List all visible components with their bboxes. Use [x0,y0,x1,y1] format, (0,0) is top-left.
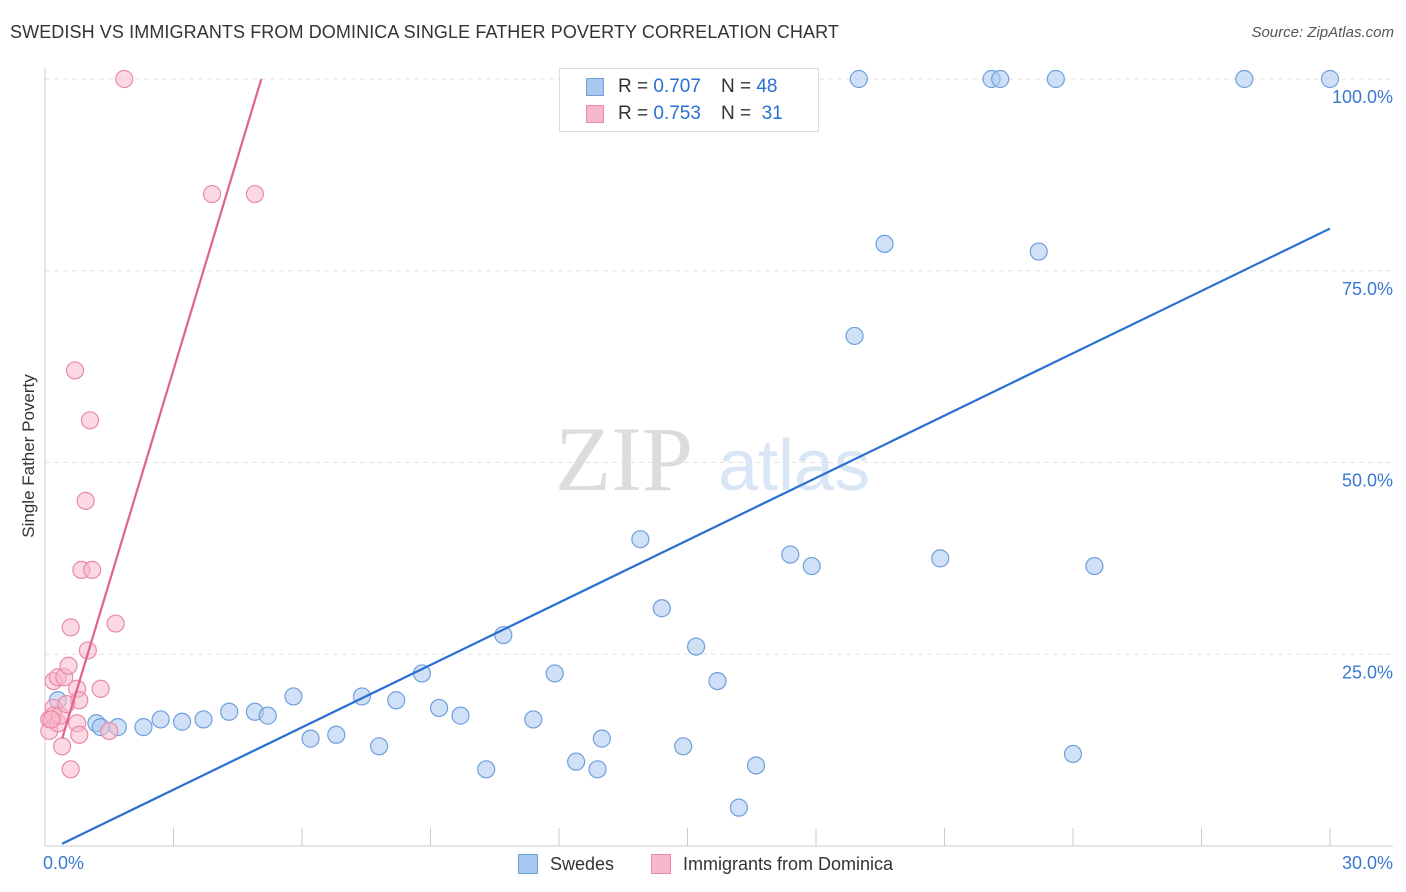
swedes-point [567,752,586,771]
x-tick-label: 0.0% [43,853,84,873]
legend-r-dominica: 0.753 [653,103,701,124]
dominica-point [76,491,95,510]
y-tick-label: 100.0% [1332,87,1393,107]
swedes-point [674,737,693,756]
tick-labels: 25.0% 50.0% 75.0% 100.0% 0.0% 30.0% [43,87,1393,873]
dominica-point [80,411,100,430]
swedes-point [1320,69,1340,89]
swedes-point [451,706,470,725]
dominica-point [100,721,119,741]
legend-n-label: N = [720,103,752,124]
dominica-point [115,69,134,89]
dominica-point [245,184,264,204]
swedes-point [588,760,607,779]
bottom-legend-dominica: Immigrants from Dominica [651,852,893,876]
legend-r-label: R = [618,103,649,124]
swedes-point [686,637,706,656]
dominica-point [202,184,222,204]
swedes-point [746,756,766,775]
swedes-point [220,702,239,721]
y-tick-label: 50.0% [1342,471,1393,491]
dominica-point [65,361,85,380]
swedes-point [1046,69,1065,89]
legend-r-swedes: 0.707 [653,76,701,97]
dominica-point [106,614,125,633]
dominica-point [91,679,110,698]
swedes-point [412,664,432,683]
y-tick-label: 75.0% [1342,279,1393,299]
watermark-atlas: atlas [718,426,870,506]
swedes-point [875,234,894,254]
source-credit: Source: ZipAtlas.com [1251,24,1394,41]
swedes-point [652,599,671,618]
series-swedes-points [48,69,1340,817]
dominica-point [59,656,78,675]
swedes-point [931,549,950,568]
legend-r-label: R = [618,76,649,97]
trend-line-swedes [61,227,1331,845]
legend-row-dominica: R = 0.753 N = 31 [586,102,783,126]
trend-line-dominica [61,78,263,739]
bottom-legend-label-dominica: Immigrants from Dominica [683,853,894,874]
legend-swatch-dominica [586,105,604,123]
bottom-legend-swatch-dominica [651,854,671,874]
bottom-legend-label-swedes: Swedes [550,853,615,874]
dominica-point [42,710,61,729]
correlation-legend: R = 0.707 N = 48 R = 0.753 N = 31 [559,68,819,132]
swedes-point [1029,242,1048,261]
bottom-legend-swedes: Swedes [518,852,614,876]
swedes-point [258,706,277,725]
swedes-point [991,69,1010,89]
series-dominica-points [40,69,264,779]
swedes-point [781,545,800,564]
swedes-point [327,725,346,744]
dominica-point [83,560,102,579]
dominica-point [61,760,80,779]
trend-lines [61,78,1331,845]
swedes-point [301,729,320,748]
legend-swatch-swedes [586,78,604,96]
swedes-point [172,712,192,731]
swedes-point [429,698,449,718]
y-tick-label: 25.0% [1342,662,1393,682]
swedes-point [849,69,868,89]
swedes-point [1063,744,1083,764]
legend-n-label: N = [720,76,752,97]
swedes-point [845,326,864,346]
swedes-point [134,718,153,737]
swedes-point [194,710,213,729]
swedes-point [151,710,170,729]
dominica-point [53,737,72,756]
swedes-point [545,664,564,683]
grid-lines [45,78,1393,655]
dominica-point [70,725,89,744]
dominica-point [61,618,80,637]
swedes-point [802,556,821,576]
legend-n-swedes: 48 [756,76,778,97]
chart-title: SWEDISH VS IMMIGRANTS FROM DOMINICA SING… [10,22,839,42]
watermark-zip: ZIP [555,408,693,510]
y-axis-label: Single Father Poverty [19,374,38,538]
swedes-point [631,530,650,549]
swedes-point [708,671,727,691]
swedes-point [729,798,749,817]
swedes-point [592,729,611,748]
bottom-legend-swatch-swedes [518,854,538,874]
swedes-point [524,710,543,729]
legend-n-dominica: 31 [761,103,783,124]
swedes-point [1085,556,1104,576]
swedes-point [284,687,303,706]
swedes-point [370,737,389,756]
watermark: ZIP atlas [555,408,870,510]
swedes-point [477,760,496,779]
legend-row-swedes: R = 0.707 N = 48 [586,75,777,99]
x-tick-label: 30.0% [1342,853,1393,873]
swedes-point [387,691,406,710]
swedes-point [1235,69,1254,89]
